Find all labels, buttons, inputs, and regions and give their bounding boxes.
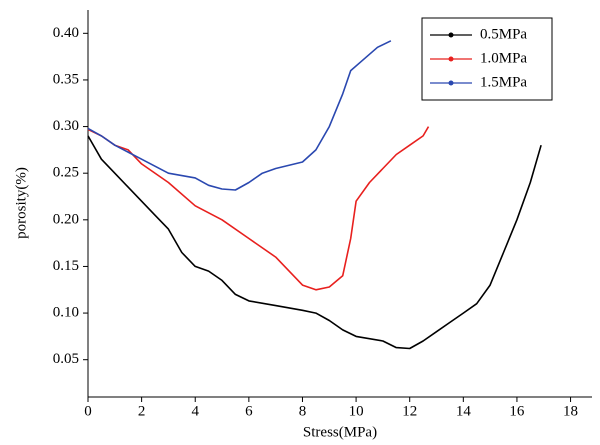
- legend-label: 1.5MPa: [480, 74, 527, 90]
- y-tick-label: 0.10: [53, 305, 79, 321]
- x-tick-label: 14: [456, 403, 472, 419]
- y-tick-label: 0.05: [53, 351, 79, 367]
- legend-label: 1.0MPa: [480, 50, 527, 66]
- x-tick-label: 8: [299, 403, 307, 419]
- x-tick-label: 16: [509, 403, 525, 419]
- x-tick-label: 18: [563, 403, 578, 419]
- x-tick-label: 12: [402, 403, 417, 419]
- series-line: [87, 135, 542, 350]
- x-tick-label: 4: [191, 403, 199, 419]
- x-tick-label: 6: [245, 403, 253, 419]
- x-tick-label: 0: [84, 403, 92, 419]
- legend-marker: [448, 56, 454, 62]
- y-tick-label: 0.20: [53, 211, 79, 227]
- x-tick-label: 2: [138, 403, 146, 419]
- y-tick-label: 0.40: [53, 25, 79, 41]
- y-tick-label: 0.25: [53, 165, 79, 181]
- series-line: [87, 40, 392, 191]
- legend-label: 0.5MPa: [480, 26, 527, 42]
- y-tick-label: 0.15: [53, 258, 79, 274]
- y-tick-label: 0.30: [53, 118, 79, 134]
- legend-marker: [448, 80, 454, 86]
- series-line: [87, 126, 430, 291]
- y-tick-label: 0.35: [53, 71, 79, 87]
- x-tick-label: 10: [349, 403, 364, 419]
- x-axis-label: Stress(MPa): [303, 424, 377, 440]
- legend-marker: [448, 32, 454, 38]
- y-axis-label: porosity(%): [13, 167, 29, 239]
